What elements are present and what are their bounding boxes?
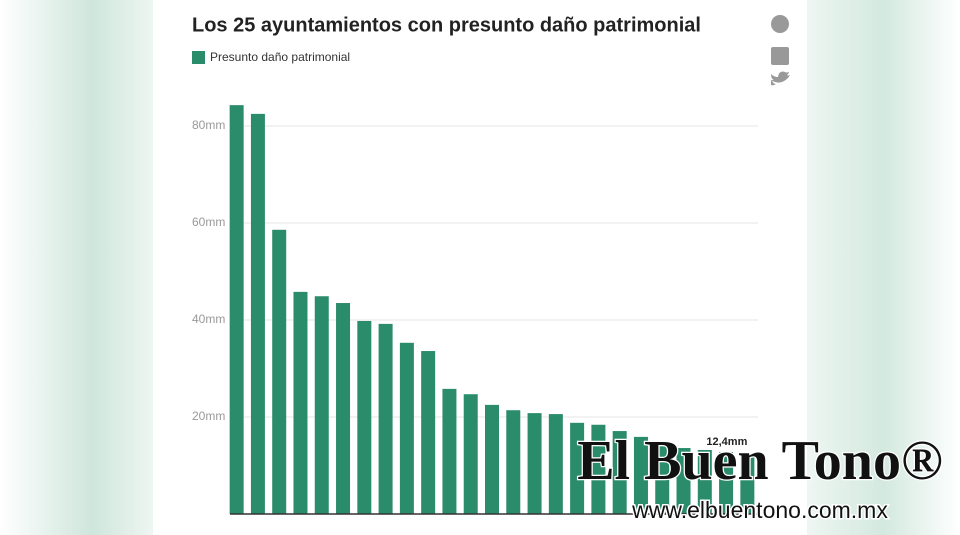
y-tick-label: 80mm bbox=[192, 118, 225, 132]
bar bbox=[591, 424, 606, 514]
bar bbox=[527, 413, 542, 514]
bar bbox=[250, 113, 265, 514]
bar bbox=[612, 431, 627, 514]
chart-title: Los 25 ayuntamientos con presunto daño p… bbox=[192, 14, 701, 36]
bar bbox=[293, 291, 308, 514]
bar bbox=[357, 320, 372, 514]
watermark-brand: El Buen Tono® bbox=[577, 430, 943, 492]
value-label: 12,4mm bbox=[706, 436, 747, 448]
bar bbox=[697, 449, 712, 514]
y-tick-label: 40mm bbox=[192, 312, 225, 326]
bar bbox=[506, 410, 521, 514]
y-tick-label: 20mm bbox=[192, 409, 225, 423]
twitter-icon[interactable] bbox=[771, 71, 790, 86]
watermark-url: www.elbuentono.com.mx bbox=[631, 497, 888, 523]
share-icons bbox=[771, 15, 790, 86]
facebook-icon[interactable] bbox=[771, 15, 789, 33]
bar bbox=[463, 394, 478, 514]
bar bbox=[229, 105, 244, 515]
bar bbox=[442, 388, 457, 514]
bar bbox=[570, 422, 585, 514]
y-tick-label: 60mm bbox=[192, 215, 225, 229]
bar bbox=[655, 445, 670, 514]
bar bbox=[740, 453, 755, 514]
linkedin-icon[interactable] bbox=[771, 47, 789, 65]
bar bbox=[485, 404, 499, 514]
bar bbox=[336, 303, 351, 514]
bar bbox=[676, 448, 691, 514]
bar bbox=[272, 229, 287, 515]
bar bbox=[633, 436, 648, 514]
bar bbox=[719, 451, 734, 514]
bar bbox=[548, 414, 563, 514]
legend-swatch bbox=[192, 51, 205, 64]
legend-label: Presunto daño patrimonial bbox=[210, 50, 350, 64]
bar bbox=[399, 342, 414, 514]
bar bbox=[378, 323, 393, 514]
bar bbox=[421, 351, 436, 514]
background-left bbox=[0, 0, 153, 535]
bar bbox=[314, 296, 329, 514]
background-right bbox=[807, 0, 960, 535]
